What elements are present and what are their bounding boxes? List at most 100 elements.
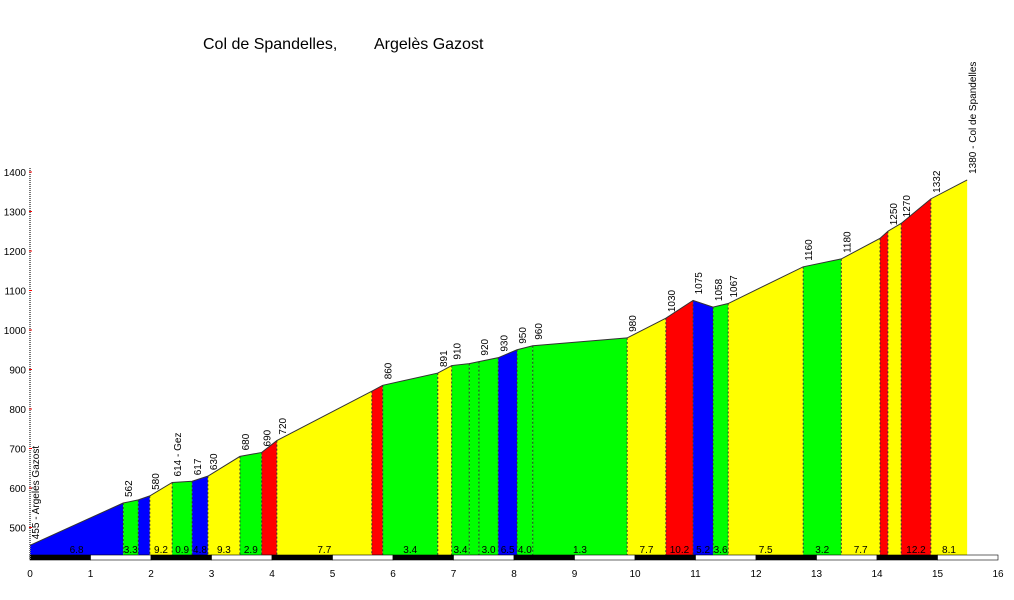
segment-grade-label: 0.9: [175, 545, 189, 556]
segment-grade-label: 3.4: [454, 545, 468, 556]
profile-segment: [930, 179, 968, 555]
segment-grade-label: 3.0: [482, 545, 496, 556]
y-tick-label: 900: [9, 366, 26, 377]
point-elevation-label: 680: [241, 433, 252, 450]
profile-segment: [880, 231, 888, 555]
profile-segment: [728, 266, 804, 555]
point-elevation-label: 630: [209, 453, 220, 470]
segment-grade-label: 2.9: [244, 545, 258, 556]
y-tick-label: 1300: [4, 208, 27, 219]
x-tick-label: 10: [629, 569, 641, 580]
profile-segment: [261, 440, 277, 555]
profile-segment: [149, 482, 173, 555]
segment-grade-label: 7.5: [759, 545, 773, 556]
y-tick-label: 600: [9, 484, 26, 495]
x-tick-label: 8: [511, 569, 517, 580]
y-tick-label: 500: [9, 524, 26, 535]
x-tick-label: 4: [269, 569, 275, 580]
point-elevation-label: 950: [518, 327, 529, 344]
km-strip-block: [332, 554, 394, 561]
profile-segment: [276, 391, 372, 555]
point-elevation-label: 1332: [932, 170, 943, 193]
profile-segment: [239, 452, 262, 555]
point-elevation-label: 614 - Gez: [173, 433, 184, 477]
y-tick-label: 800: [9, 405, 26, 416]
profile-segment: [382, 373, 438, 555]
segment-grade-label: 12.2: [906, 545, 926, 556]
x-tick-label: 9: [572, 569, 578, 580]
point-elevation-label: 1380 - Col de Spandelles: [968, 62, 979, 174]
segment-grade-label: 1.3: [573, 545, 587, 556]
chart-title-left: Col de Spandelles,: [203, 36, 337, 53]
km-strip-block: [392, 554, 454, 561]
point-elevation-label: 455 - Argelès Gazost: [31, 446, 42, 540]
segment-grade-label: 5.2: [696, 545, 710, 556]
km-scale-strip: [29, 554, 999, 561]
segment-grade-label: 6.5: [501, 545, 515, 556]
point-elevation-label: 1075: [694, 272, 705, 295]
point-elevation-label: 930: [499, 335, 510, 352]
point-elevation-label: 1160: [804, 239, 815, 261]
labels: 6.8 3.3 9.2 0.9 4.8 9.3 2.9 7.7 3.4 3.4 3.0 6.5 4.0 1…: [31, 62, 979, 556]
segment-grade-label: 3.4: [403, 545, 417, 556]
segment-grade-label: 10.2: [670, 545, 690, 556]
segment-grade-label: 6.8: [70, 545, 84, 556]
segment-grade-label: 4.8: [193, 545, 207, 556]
profile-segment: [123, 499, 139, 555]
x-tick-label: 15: [932, 569, 944, 580]
x-tick-label: 14: [871, 569, 883, 580]
profile-segments: [30, 179, 968, 556]
profile-segment: [901, 198, 931, 556]
segment-grade-label: 3.6: [714, 545, 728, 556]
profile-segment: [665, 300, 694, 555]
segment-grade-label: 9.3: [217, 545, 231, 556]
point-elevation-label: 1030: [667, 289, 678, 312]
point-elevation-label: 910: [453, 342, 464, 359]
x-tick-label: 5: [330, 569, 336, 580]
x-tick-label: 6: [390, 569, 396, 580]
profile-segment: [887, 223, 902, 555]
profile-segment: [478, 357, 499, 555]
y-tick-label: 1000: [4, 326, 27, 337]
profile-segment: [532, 337, 628, 555]
profile-segment: [437, 365, 452, 555]
x-tick-label: 3: [209, 569, 215, 580]
y-tick-label: 700: [9, 445, 26, 456]
profile-segment: [713, 303, 729, 555]
point-elevation-label: 960: [534, 323, 545, 340]
chart-title-right: Argelès Gazost: [374, 36, 484, 53]
segment-grade-label: 9.2: [154, 545, 168, 556]
profile-segment: [693, 300, 714, 555]
profile-segment: [469, 361, 479, 555]
segment-grade-label: 3.2: [815, 545, 829, 556]
profile-segment: [517, 345, 533, 555]
segment-grade-label: 7.7: [317, 545, 331, 556]
point-elevation-label: 891: [439, 350, 450, 367]
point-elevation-label: 860: [384, 362, 395, 379]
segment-grade-label: 7.7: [854, 545, 868, 556]
profile-segment: [451, 363, 470, 555]
x-tick-label: 11: [690, 569, 701, 580]
point-elevation-label: 1270: [902, 195, 913, 218]
point-elevation-label: 920: [480, 338, 491, 355]
segment-grade-label: 8.1: [942, 545, 956, 556]
point-elevation-label: 720: [278, 417, 289, 434]
y-tick-label: 1100: [4, 287, 26, 298]
profile-segment: [192, 476, 208, 555]
profile-segment: [498, 349, 518, 555]
y-tick-label: 1400: [4, 168, 27, 179]
point-elevation-label: 980: [628, 315, 639, 332]
point-elevation-label: 690: [263, 429, 274, 446]
point-elevation-label: 1067: [729, 275, 740, 298]
segment-dividers: [29, 179, 968, 555]
x-tick-label: 0: [27, 569, 33, 580]
x-tick-label: 12: [750, 569, 762, 580]
km-strip-block: [937, 554, 999, 561]
profile-segment: [207, 456, 240, 555]
point-elevation-label: 1058: [714, 278, 725, 301]
x-tick-label: 16: [992, 569, 1004, 580]
segment-grade-label: 7.7: [640, 545, 654, 556]
profile-segment: [371, 385, 383, 555]
